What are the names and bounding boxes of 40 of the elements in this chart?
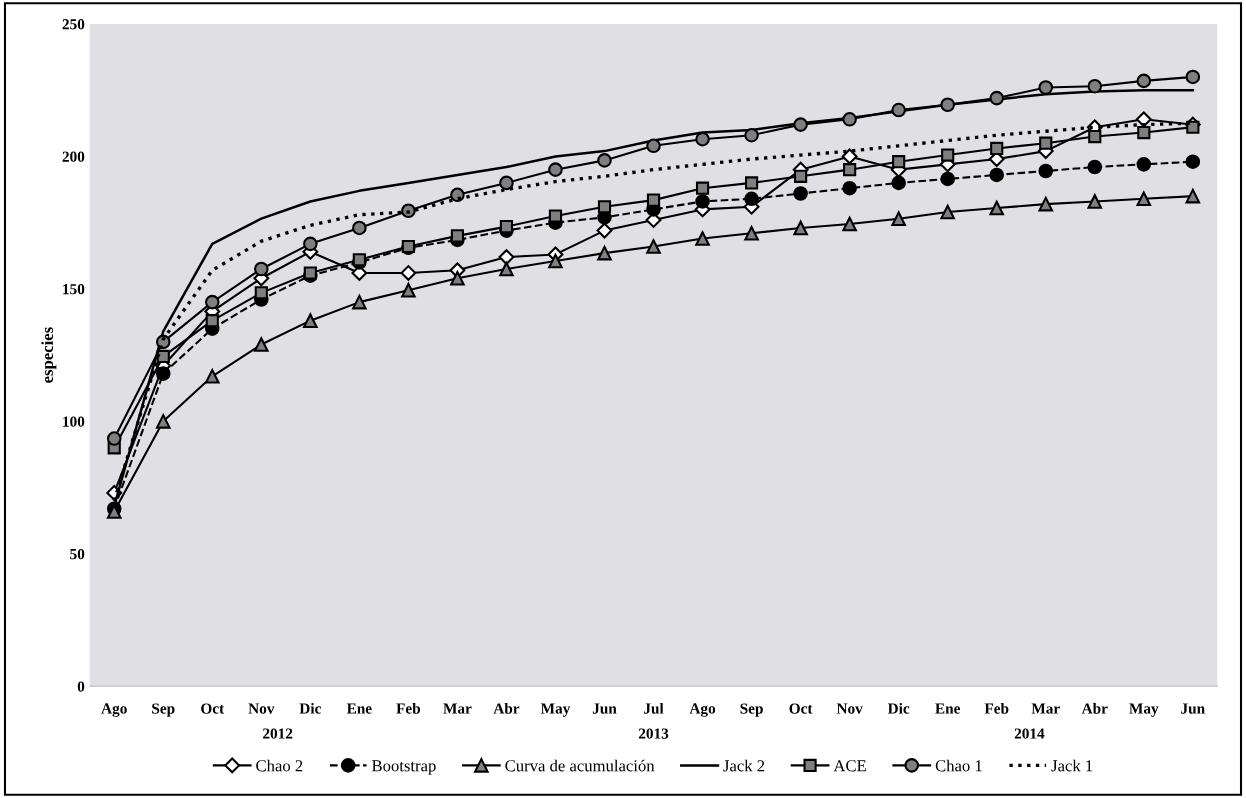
x-tick-label: Sep <box>152 703 175 717</box>
x-tick-label: Dic <box>299 702 321 714</box>
x-tick-label: Feb <box>984 702 1009 714</box>
legend-label: Chao 2 <box>256 759 303 772</box>
x-tick-label: May <box>540 703 571 717</box>
x-tick-label: Feb <box>396 702 421 714</box>
y-tick-label: 100 <box>63 416 85 427</box>
x-tick-label: Ene <box>346 703 372 714</box>
x-tick-label: Sep <box>740 703 763 717</box>
x-tick-label: Ene <box>935 703 961 714</box>
text: 2013 <box>638 728 669 739</box>
x-tick-label: Jun <box>1181 703 1205 714</box>
x-tick-label: Oct <box>789 703 813 714</box>
legend-label: Chao 1 <box>935 759 982 772</box>
x-tick-label: Jul <box>644 702 664 714</box>
x-tick-label: Jun <box>592 703 617 714</box>
y-tick-label: 50 <box>70 548 85 560</box>
legend-label: Curva de acumulación <box>505 759 655 772</box>
x-tick-label: May <box>1129 703 1159 717</box>
y-tick-label: 0 <box>77 681 85 692</box>
x-tick-label: Nov <box>836 703 863 714</box>
y-tick-label: 150 <box>63 284 85 295</box>
x-tick-label: Oct <box>201 703 225 714</box>
text: 2014 <box>1014 728 1045 739</box>
legend-label: Jack 1 <box>1051 759 1093 772</box>
y-axis-title: especies <box>41 327 57 383</box>
x-tick-label: Mar <box>443 703 472 714</box>
x-tick-label: Mar <box>1031 703 1060 714</box>
text: 2012 <box>263 728 293 739</box>
legend-label: Jack 2 <box>723 759 765 772</box>
x-tick-label: Nov <box>248 703 275 714</box>
x-tick-label: Abr <box>493 702 520 714</box>
legend-label: Bootstrap <box>372 760 436 775</box>
x-tick-label: Ago <box>101 703 127 717</box>
x-tick-label: Ago <box>689 703 716 717</box>
y-tick-label: 250 <box>62 19 85 30</box>
y-tick-label: 200 <box>62 151 85 162</box>
x-tick-label: Abr <box>1081 702 1108 714</box>
legend-label: ACE <box>833 760 866 772</box>
x-tick-label: Dic <box>887 702 910 714</box>
